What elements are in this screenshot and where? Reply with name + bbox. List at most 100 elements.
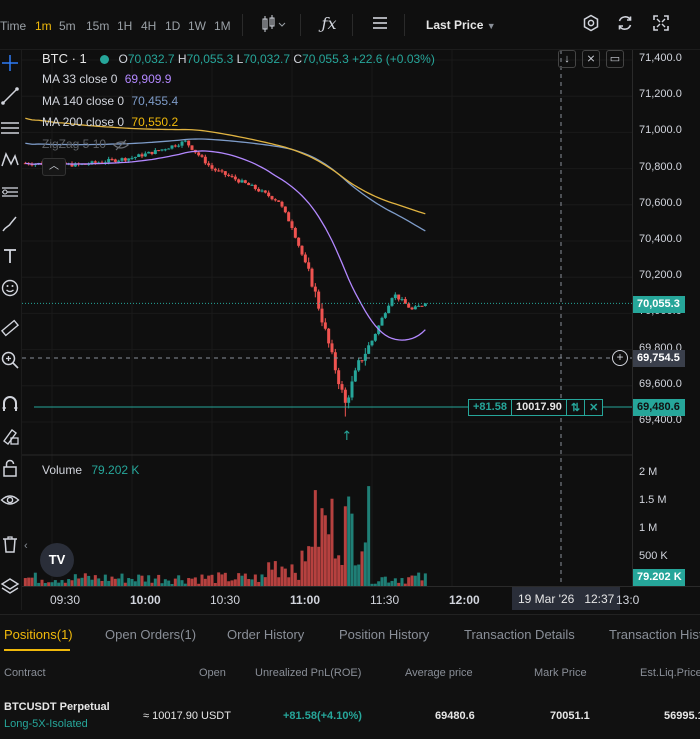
crosshair-icon[interactable] — [0, 53, 22, 75]
eye-off-icon[interactable] — [113, 137, 130, 151]
horizontal-lines-icon[interactable] — [0, 118, 22, 140]
tab-positions[interactable]: Positions(1) — [4, 627, 73, 642]
price-type-select[interactable]: Last Price ▼ — [426, 18, 496, 32]
ma33-value: 69,909.9 — [124, 72, 172, 86]
position-average-price: 69480.6 — [435, 710, 475, 722]
volume-tick-500k: 500 K — [639, 550, 668, 562]
volume-bar — [317, 546, 321, 586]
candle-body — [287, 212, 291, 222]
candle-body — [160, 149, 164, 151]
magnet-icon[interactable] — [0, 394, 22, 416]
move-down-button[interactable]: ↓ — [558, 50, 576, 68]
volume-bar — [297, 579, 301, 586]
candle-body — [313, 286, 317, 292]
tab-order-history[interactable]: Order History — [227, 627, 305, 642]
tab-position-history[interactable]: Position History — [339, 627, 430, 642]
candle-body — [173, 145, 177, 147]
time-tick: 11:30 — [370, 593, 400, 607]
timeframe-1month[interactable]: 1M — [214, 19, 231, 33]
candle-body — [220, 170, 224, 172]
volume-bar — [87, 575, 91, 586]
time-axis[interactable]: 09:30 10:00 10:30 11:00 11:30 12:00 19 M… — [22, 586, 700, 610]
close-position-icon[interactable]: ✕ — [589, 402, 599, 414]
settings-gear-icon[interactable] — [580, 14, 602, 36]
layers-icon[interactable] — [0, 576, 22, 598]
volume-bar — [197, 583, 201, 586]
refresh-icon[interactable] — [614, 14, 636, 36]
volume-bar — [343, 506, 347, 586]
trend-line-icon[interactable] — [0, 86, 22, 108]
volume-bar — [47, 582, 51, 586]
timeframe-5m[interactable]: 5m — [59, 19, 76, 33]
volume-bar — [93, 575, 97, 586]
volume-bar — [257, 581, 261, 586]
timeframe-4h[interactable]: 4H — [141, 19, 157, 33]
volume-bar — [160, 583, 164, 586]
reverse-arrows-icon[interactable]: ⇅ — [567, 400, 586, 415]
close-label: C — [293, 52, 303, 66]
timeframe-1m[interactable]: 1m — [35, 19, 52, 33]
fib-tool-icon[interactable] — [0, 182, 22, 204]
price-axis[interactable]: 71,400.0 71,200.0 71,000.0 70,800.0 70,600.0… — [632, 50, 700, 610]
maximize-pane-button[interactable]: ▭ — [606, 50, 624, 68]
candle-body — [327, 328, 331, 344]
zoom-in-icon[interactable] — [0, 350, 22, 372]
candle-body — [333, 352, 337, 371]
timeframe-time[interactable]: Time — [0, 19, 27, 33]
volume-bar — [237, 573, 241, 586]
time-tick: 09:30 — [50, 593, 81, 607]
volume-bar — [210, 574, 214, 586]
fullscreen-icon[interactable] — [650, 14, 672, 36]
price-chart[interactable]: ↑ — [22, 50, 632, 610]
tab-transaction-history[interactable]: Transaction Hist — [609, 627, 700, 642]
volume-bar — [333, 558, 337, 586]
tab-transaction-details[interactable]: Transaction Details — [464, 627, 575, 642]
timeframe-1h[interactable]: 1H — [117, 19, 133, 33]
text-tool-icon[interactable] — [0, 246, 22, 268]
volume-bar — [407, 577, 411, 586]
chart-pane[interactable]: ↑ BTC · 1 O70,032.7 H70,055.3 L70,032.7 … — [22, 50, 632, 610]
lock-icon[interactable] — [0, 458, 22, 480]
time-tick: 13:0 — [616, 593, 640, 607]
volume-bar — [337, 555, 341, 586]
chevron-left-icon[interactable]: ‹ — [24, 540, 28, 552]
timeframe-1w[interactable]: 1W — [188, 19, 206, 33]
brush-icon[interactable] — [0, 214, 22, 236]
tab-open-orders[interactable]: Open Orders(1) — [105, 627, 197, 642]
position-pnl: +81.58 — [469, 400, 512, 415]
collapse-legend-button[interactable]: ︿ — [42, 158, 66, 176]
emoji-icon[interactable] — [0, 278, 22, 300]
volume-bar — [97, 578, 101, 586]
volume-bar — [83, 573, 87, 586]
candle-type-icon[interactable] — [258, 14, 288, 36]
add-alert-plus-icon[interactable]: + — [612, 350, 628, 366]
eye-icon[interactable] — [0, 490, 22, 512]
volume-bar — [137, 574, 141, 586]
candle-body — [187, 140, 191, 146]
ruler-icon[interactable] — [0, 318, 22, 340]
candle-body — [323, 322, 327, 329]
candle-body — [400, 299, 404, 301]
indicator-fx-icon[interactable]: ƒx — [321, 14, 337, 33]
volume-bar — [227, 581, 231, 586]
position-line-label[interactable]: +81.58 10017.90 ⇅ ✕ — [468, 399, 604, 416]
volume-bar — [207, 575, 211, 586]
position-contract[interactable]: BTCUSDT Perpetual — [4, 701, 110, 713]
drawing-lock-icon[interactable] — [0, 426, 22, 448]
collapse-pane-button[interactable]: ⨯ — [582, 50, 600, 68]
candle-body — [290, 221, 294, 229]
menu-lines-icon[interactable] — [370, 14, 390, 36]
pattern-tool-icon[interactable] — [0, 150, 22, 172]
candle-body — [417, 305, 421, 307]
volume-bar — [387, 582, 391, 586]
timeframe-1d[interactable]: 1D — [165, 19, 181, 33]
candle-body — [280, 201, 284, 207]
trash-icon[interactable] — [0, 534, 22, 556]
timeframe-15m[interactable]: 15m — [86, 19, 110, 33]
volume-bar — [300, 550, 304, 586]
volume-bar — [267, 562, 271, 586]
chevron-down-icon: ▼ — [486, 21, 496, 31]
ma140-label: MA 140 close 0 — [42, 94, 125, 108]
volume-bar — [363, 542, 367, 586]
candle-body — [73, 163, 77, 167]
